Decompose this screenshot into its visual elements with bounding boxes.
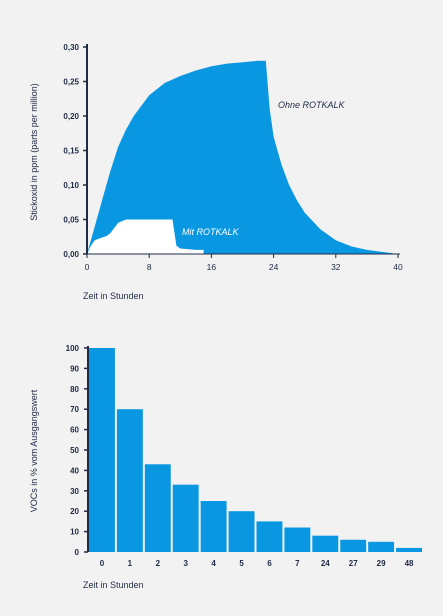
y-tick-label: 0,25 [63,78,79,87]
x-tick-label: 4 [211,559,216,568]
x-tick-label: 7 [295,559,300,568]
x-tick-label: 32 [331,262,341,272]
y-tick-label: 0 [75,548,80,557]
bar [368,541,395,552]
y-tick-label: 0,05 [63,216,79,225]
y-tick-label: 0,30 [63,43,79,52]
area-series-2 [87,219,204,254]
bar [396,547,422,552]
bar [256,521,283,552]
y-tick-label: 40 [70,466,79,475]
y-tick-label: 30 [70,487,79,496]
x-tick-label: 2 [156,559,161,568]
series-label-ohne-rotkalk: Ohne ROTKALK [278,100,346,110]
bar-layer [89,348,422,552]
y-tick-label: 100 [66,344,80,353]
x-tick-label: 16 [207,262,217,272]
x-tick-label: 0 [85,262,90,272]
bar [284,527,311,552]
x-ticks: 0 8 16 24 32 40 [85,254,403,272]
area-layer [87,60,398,254]
bar [200,501,227,552]
x-tick-label: 0 [100,559,105,568]
y-tick-label: 80 [70,385,79,394]
y-tick-label: 0,15 [63,147,79,156]
bar [172,484,199,552]
x-tick-label: 48 [405,559,414,568]
y-tick-label: 90 [70,364,79,373]
nitrogen-oxide-chart: 0,000,050,100,150,200,250,30 0 8 16 24 32 40 … [29,43,403,301]
y-tick-label: 60 [70,426,79,435]
bar [144,464,171,552]
y-tick-label: 0,20 [63,112,79,121]
x-tick-label: 40 [393,262,403,272]
bar [312,535,339,552]
x-tick-label: 5 [239,559,244,568]
x-tick-label: 8 [147,262,152,272]
y-tick-label: 70 [70,405,79,414]
y-tick-label: 50 [70,446,79,455]
x-tick-label: 24 [321,559,330,568]
y-axis-title: Stickoxid in ppm (parts per million) [29,83,39,221]
y-tick-label: 0,00 [63,250,79,259]
x-ticks: 0 1 2 3 4 5 6 7 24 27 29 48 [100,559,414,568]
x-tick-label: 1 [128,559,133,568]
x-tick-label: 29 [377,559,386,568]
x-tick-label: 3 [183,559,188,568]
bar [228,511,255,552]
series-label-mit-rotkalk: Mit ROTKALK [182,227,240,237]
x-axis-title: Zeit in Stunden [83,580,144,590]
bar [89,348,115,552]
x-tick-label: 27 [349,559,358,568]
y-tick-label: 10 [70,528,79,537]
x-tick-label: 6 [267,559,272,568]
bar [116,409,143,552]
y-axis-title: VOCs in % vom Ausgangswert [29,389,39,512]
x-axis-title: Zeit in Stunden [83,291,144,301]
y-ticks: 0,00 0,05 0,10 0,15 0,20 0,25 0,30 [63,43,87,259]
area-series-1 [87,60,398,254]
x-tick-label: 24 [269,262,279,272]
bar [340,539,367,552]
y-tick-label: 20 [70,507,79,516]
y-tick-label: 0,10 [63,181,79,190]
y-ticks: 0 10 20 30 40 50 60 70 80 90 100 [66,344,88,557]
